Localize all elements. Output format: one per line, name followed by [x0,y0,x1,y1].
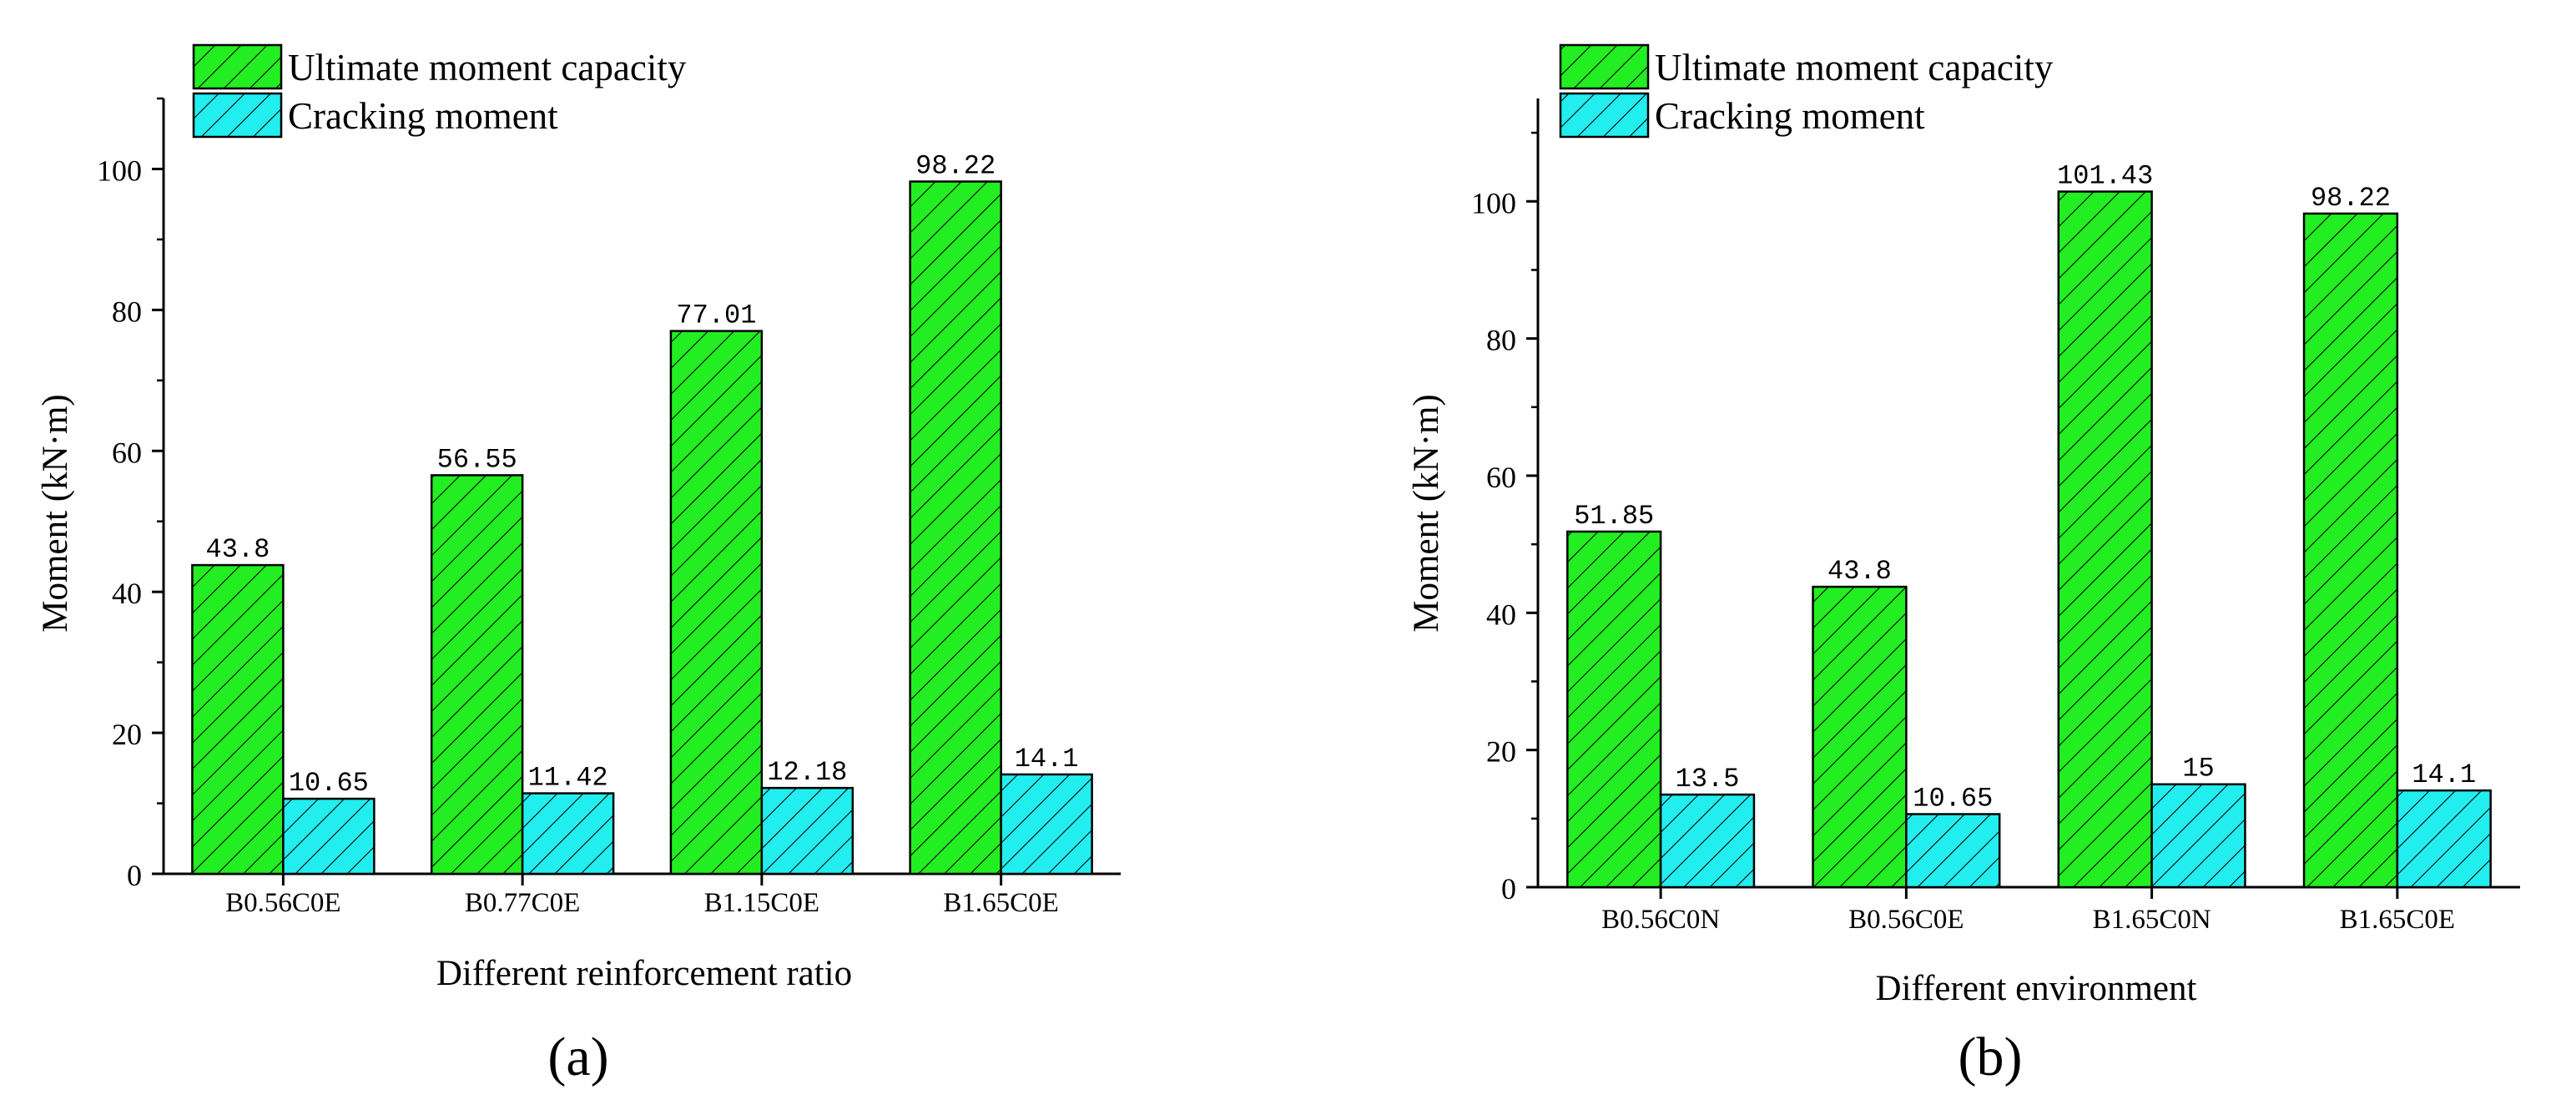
bar-ultimate [430,474,524,875]
bar-ultimate [1566,530,1662,889]
bar-value-label: 77.01 [676,300,756,331]
bar-ultimate [2057,190,2153,889]
legend-swatch-ultimate [1559,43,1650,90]
x-axis-title: Different reinforcement ratio [436,954,852,993]
bar-cracking [2396,789,2492,889]
x-axis-title: Different environment [1876,969,2197,1008]
y-axis: 0 20 40 60 80 100 B0.56C0N B0.56C0E B1.65C0N B1.6… [1471,98,2520,935]
bar-ultimate [1812,585,1908,889]
legend-swatch-cracking [192,92,283,139]
x-tick-label: B1.65C0E [2340,905,2455,935]
y-tick-label: 0 [127,859,142,892]
bars: 43.8 10.65 56.55 11.42 77.01 12.18 98.22 14.1 [191,150,1093,875]
bar-cracking [1000,773,1093,875]
x-tick-label: B1.15C0E [704,888,819,918]
bar-value-label: 14.1 [2412,759,2476,790]
y-tick-label: 0 [1501,872,1516,906]
bar-ultimate [909,180,1002,875]
y-axis: 0 20 40 60 80 100 B0.56C0E B0.77C0E B1.15C0E B1.6… [97,97,1121,918]
bar-cracking [521,792,615,875]
legend-swatch-ultimate [192,43,283,90]
bar-ultimate [669,330,764,875]
legend-swatch-cracking [1559,92,1650,139]
bar-value-label: 43.8 [205,534,270,565]
chart-panel-b: Ultimate moment capacity Cracking moment… [1407,43,2520,1087]
x-tick-label: B0.56C0E [225,888,340,918]
bar-value-label: 12.18 [767,757,847,788]
y-axis-title: Moment (kN·m) [1407,394,1446,632]
bar-value-label: 51.85 [1574,501,1654,532]
y-tick-label: 40 [112,577,142,610]
bar-value-label: 101.43 [2057,161,2153,192]
bar-value-label: 43.8 [1827,556,1892,587]
x-tick-label: B0.56C0N [1601,905,1720,935]
x-tick-label: B0.56C0E [1848,905,1964,935]
chart-panel-a: Ultimate moment capacity Cracking moment… [36,43,1121,1087]
bar-value-label: 14.1 [1015,744,1079,774]
y-tick-label: 60 [1486,461,1516,494]
y-tick-label: 100 [97,154,142,187]
bar-cracking [760,786,854,875]
y-tick-label: 60 [112,436,142,469]
bars: 51.85 13.5 43.8 10.65 101.43 15 98.22 14.1 [1566,161,2492,889]
bar-ultimate [191,563,285,875]
x-tick-label: B1.65C0E [943,888,1058,918]
legend: Ultimate moment capacity Cracking moment [1559,43,2054,139]
y-tick-label: 40 [1486,598,1516,631]
panel-label: (b) [1958,1027,2023,1087]
bar-value-label: 15 [2182,754,2214,785]
bar-value-label: 13.5 [1676,764,1740,795]
x-tick-label: B0.77C0E [465,888,580,918]
x-tick-label: B1.65C0N [2093,905,2211,935]
y-tick-label: 80 [112,295,142,328]
bar-cracking [1905,813,2001,889]
legend-label-cracking: Cracking moment [1655,95,1925,137]
legend-label-cracking: Cracking moment [288,95,558,137]
legend-label-ultimate: Ultimate moment capacity [288,47,687,88]
bar-value-label: 10.65 [1913,783,1993,814]
legend: Ultimate moment capacity Cracking moment [192,43,687,139]
bar-value-label: 98.22 [915,150,996,181]
y-axis-title: Moment (kN·m) [36,394,75,632]
y-tick-label: 20 [1486,735,1516,769]
bar-cracking [282,797,376,875]
bar-value-label: 11.42 [528,763,608,794]
y-tick-label: 100 [1471,186,1516,219]
bar-value-label: 56.55 [437,444,517,475]
legend-label-ultimate: Ultimate moment capacity [1655,47,2054,88]
bar-cracking [1659,793,1756,889]
bar-cracking [2150,783,2246,889]
y-tick-label: 80 [1486,324,1516,357]
panel-label: (a) [547,1027,608,1087]
bar-value-label: 98.22 [2311,183,2391,214]
bar-ultimate [2302,212,2399,889]
bar-value-label: 10.65 [289,768,369,799]
y-tick-label: 20 [112,718,142,751]
